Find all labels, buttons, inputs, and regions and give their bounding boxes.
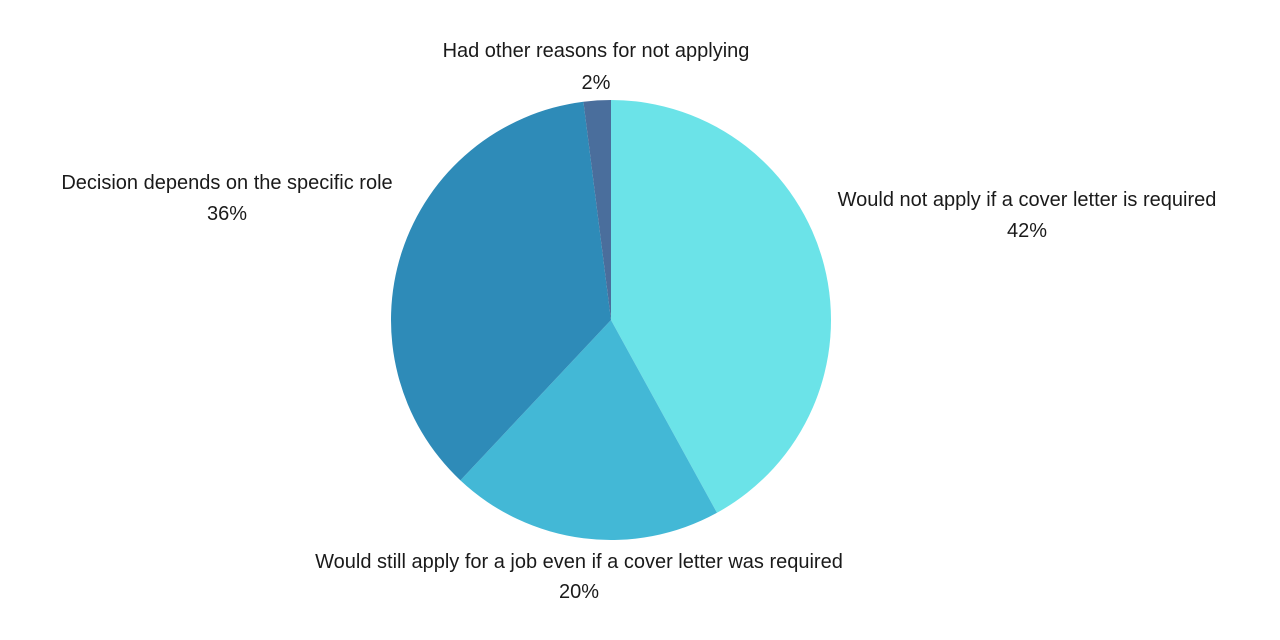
pie-slices: [391, 100, 831, 540]
pie-slice-not-apply: [611, 100, 831, 513]
slice-label-other: Had other reasons for not applying: [443, 40, 750, 62]
slice-label-still-apply: Would still apply for a job even if a co…: [315, 551, 843, 573]
pie-slice-still-apply: [460, 320, 717, 540]
slice-label-group-depends: Decision depends on the specific role 36…: [61, 172, 392, 225]
slice-label-not-apply: Would not apply if a cover letter is req…: [838, 189, 1217, 211]
slice-label-group-still-apply: Would still apply for a job even if a co…: [315, 551, 843, 603]
slice-label-group-other: Had other reasons for not applying 2%: [443, 40, 750, 94]
slice-value-still-apply: 20%: [559, 581, 599, 603]
pie-slice-other: [583, 100, 611, 320]
slice-value-other: 2%: [582, 72, 611, 94]
slice-label-depends: Decision depends on the specific role: [61, 172, 392, 194]
slice-value-not-apply: 42%: [1007, 220, 1047, 242]
slice-label-group-not-apply: Would not apply if a cover letter is req…: [838, 189, 1217, 242]
slice-value-depends: 36%: [207, 203, 247, 225]
pie-slice-depends: [391, 101, 611, 481]
